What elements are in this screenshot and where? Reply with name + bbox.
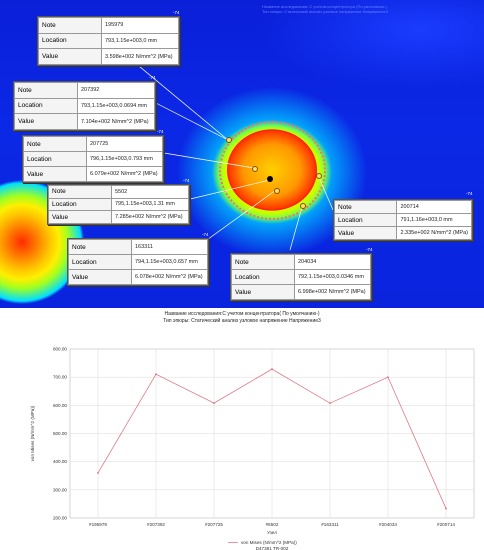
probe-marker [300, 203, 306, 209]
annotation-box[interactable]: Note 207392 Location 793,1.15e+003,0.0694 … [13, 81, 156, 131]
concentrator-rim [219, 121, 326, 220]
value-label: Value [48, 210, 112, 224]
y-tick-label: 700.00 [53, 375, 67, 380]
value-label: Value [23, 166, 87, 182]
chart-subtitle: Тип эпюры: Статический анализ узловое на… [163, 318, 321, 324]
annotation-box[interactable]: Note 207725 Location 796,1.15e+003,0.793 m… [22, 135, 164, 183]
plot-header: Название исследования: С учетом концентр… [262, 4, 472, 14]
x-tick-label: #200714 [437, 522, 455, 527]
y-tick-label: 500.00 [53, 431, 67, 436]
stress-value: 6.998e+002 N/mm^2 (MPa) [294, 284, 371, 300]
data-point [387, 376, 389, 379]
plot-header-line: Тип эпюры: Статический анализ узловое на… [262, 9, 389, 14]
stress-value: 6.079e+002 N/mm^2 (MPa) [86, 166, 163, 182]
location-label: Location [48, 197, 112, 212]
probe-marker-active [267, 176, 273, 182]
value-label: Value [38, 48, 102, 65]
value-label: Value [68, 269, 132, 285]
note-value: 195979 [101, 17, 179, 34]
data-point [329, 402, 331, 405]
x-tick-label: #5502 [266, 522, 279, 527]
annotation-pin-tag: -74 [157, 129, 164, 134]
annotation-pin-tag: -74 [366, 247, 373, 252]
y-axis-label: von Mises (N/mm^2 (MPa)) [30, 405, 35, 461]
x-tick-label: #207725 [205, 522, 223, 527]
x-tick-label: #204034 [379, 522, 397, 527]
note-value: 207392 [77, 82, 155, 99]
legend-label: von Mises (N/mm^2 (MPa)) [241, 540, 297, 545]
probe-marker [252, 166, 258, 172]
note-label: Note [333, 200, 398, 214]
location-label: Location [38, 32, 102, 50]
note-value: 200714 [396, 200, 472, 214]
stress-value: 3.598e+002 N/mm^2 (MPa) [101, 48, 179, 65]
note-value: 163311 [131, 239, 208, 255]
annotation-pin-tag: -74 [202, 232, 209, 237]
x-tick-label: #207392 [147, 522, 165, 527]
data-point [97, 472, 99, 474]
stress-value: 7.104e+002 N/mm^2 (MPa) [77, 113, 155, 130]
chart-footer: D47381 TR-002 [256, 546, 289, 550]
annotation-pin-tag: -74 [173, 10, 180, 15]
note-label: Note [68, 239, 132, 255]
note-label: Note [48, 185, 112, 199]
stress-value: 7.285e+002 N/mm^2 (MPa) [111, 210, 189, 224]
probe-chart-panel: Название исследования:С учетом концентра… [0, 310, 484, 550]
y-tick-label: 800.00 [53, 347, 67, 352]
location-value: 791,1.16e+003,0 mm [396, 213, 472, 227]
location-label: Location [333, 213, 398, 227]
y-tick-label: 600.00 [53, 403, 67, 408]
y-tick-label: 400.00 [53, 459, 67, 464]
location-value: 795,1.15e+003,1.31 mm [111, 197, 189, 212]
annotation-box[interactable]: Note 200714 Location 791,1.16e+003,0 mm Va… [333, 199, 473, 241]
annotation-box[interactable]: Note 5502 Location 795,1.15e+003,1.31 mm V… [47, 184, 190, 225]
stress-plot-viewport[interactable]: Название исследования: С учетом концентр… [0, 0, 484, 308]
note-value: 204034 [294, 254, 371, 270]
probe-marker [316, 173, 322, 179]
value-label: Value [14, 113, 78, 130]
y-tick-label: 200.00 [53, 516, 67, 521]
annotation-pin-tag: -74 [183, 178, 190, 183]
stress-value: 6.078e+002 N/mm^2 (MPa) [131, 269, 208, 285]
location-label: Location [68, 254, 132, 270]
location-value: 796,1.15e+003,0.793 mm [86, 151, 163, 167]
note-value: 5502 [111, 185, 189, 199]
note-label: Note [38, 17, 102, 34]
location-label: Location [23, 151, 87, 167]
annotation-box[interactable]: Note 204034 Location 792,1.15e+003,0.0346 … [230, 253, 372, 301]
annotation-box[interactable]: Note 195979 Location 793,1.15e+003,0 mm Va… [37, 16, 180, 66]
x-axis-label: Узел [267, 530, 277, 535]
line-chart: 200.00 300.00 400.00 500.00 600.00 700.00 800.… [30, 347, 475, 550]
location-value: 794,1.15e+003,0.657 mm [131, 254, 208, 270]
location-value: 793,1.15e+003,0.0694 mm [77, 97, 155, 115]
note-label: Note [14, 82, 78, 99]
y-tick-label: 300.00 [53, 487, 67, 492]
x-tick-label: #195979 [89, 522, 107, 527]
probe-marker [274, 188, 280, 194]
data-point [271, 368, 273, 371]
location-label: Location [231, 269, 295, 285]
data-point [155, 373, 157, 376]
value-label: Value [333, 226, 398, 240]
x-tick-label: #163311 [321, 522, 339, 527]
note-value: 207725 [86, 136, 163, 152]
probe-marker [226, 137, 232, 143]
location-value: 793,1.15e+003,0 mm [101, 32, 179, 50]
annotation-box[interactable]: Note 163311 Location 794,1.15e+003,0.657 m… [67, 238, 209, 286]
note-label: Note [23, 136, 87, 152]
location-label: Location [14, 97, 78, 115]
location-value: 792,1.15e+003,0.0346 mm [294, 269, 371, 285]
plot-header-line: Название исследования: С учетом концентр… [262, 4, 387, 9]
stress-value: 2.335e+002 N/mm^2 (MPa) [396, 226, 472, 240]
value-label: Value [231, 284, 295, 300]
note-label: Note [231, 254, 295, 270]
data-point [213, 402, 215, 405]
annotation-pin-tag: -74 [466, 191, 473, 196]
annotation-pin-tag: -74 [149, 75, 156, 80]
chart-title: Название исследования:С учетом концентра… [164, 311, 320, 317]
data-point [445, 507, 447, 510]
